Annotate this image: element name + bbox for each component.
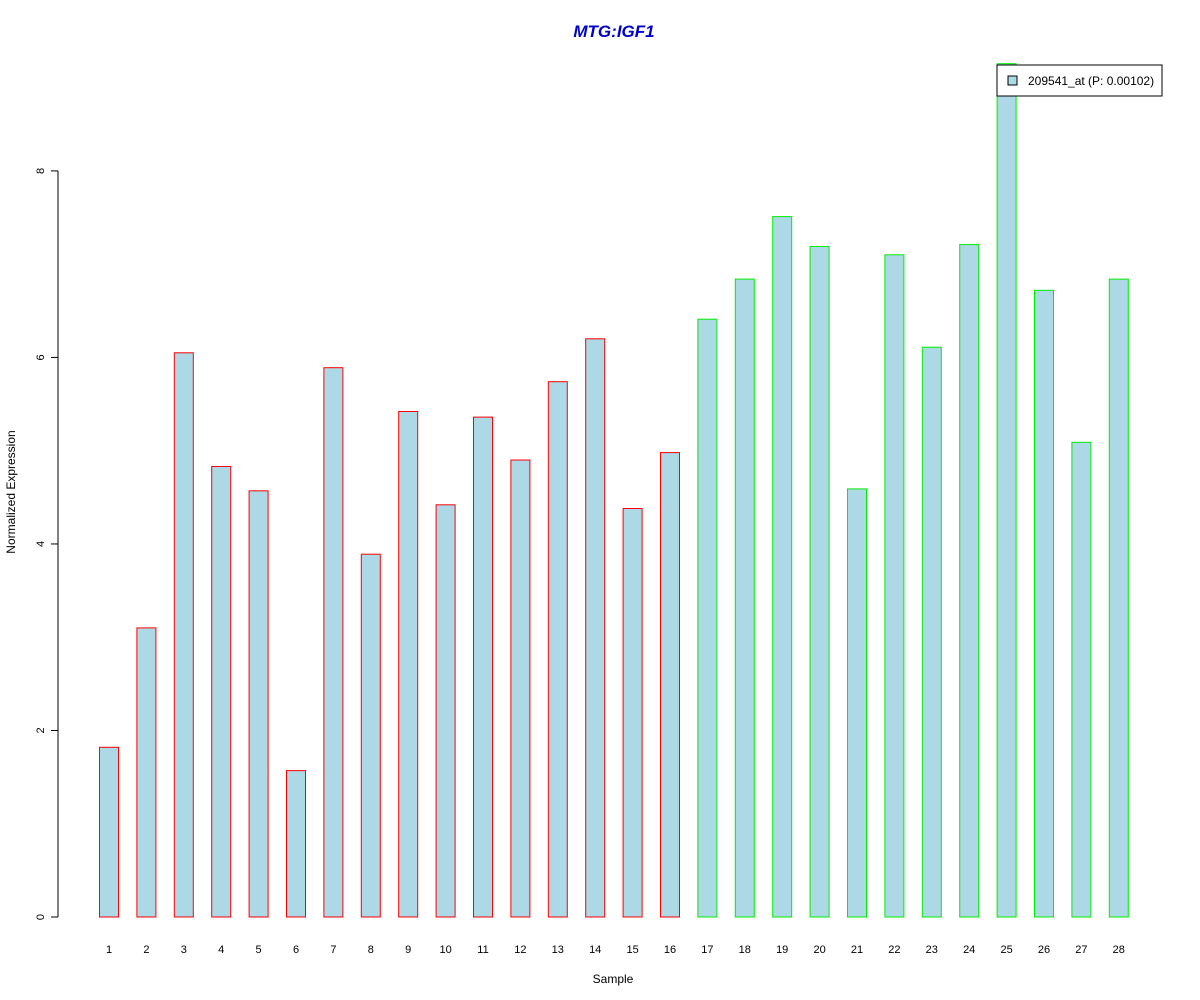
bar-sample-28 [1108,278,1129,918]
x-tick-label: 22 [888,944,900,956]
x-tick-label: 1 [106,944,112,956]
x-tick-label: 10 [439,944,451,956]
x-tick-label: 12 [514,944,526,956]
bar-sample-23 [921,346,942,918]
x-tick-label: 6 [293,944,299,956]
x-tick-label: 4 [218,944,224,956]
x-tick-label: 2 [143,944,149,956]
x-tick-label: 24 [963,944,975,956]
x-tick-label: 3 [181,944,187,956]
x-tick-label: 17 [701,944,713,956]
x-tick-label: 7 [330,944,336,956]
bar-sample-22 [884,254,905,918]
bar-sample-19 [772,216,793,918]
bars-group [99,63,1129,918]
chart-title: MTG:IGF1 [573,22,654,41]
legend-box [996,64,1163,97]
bar-sample-17 [697,318,718,918]
x-tick-label: 23 [926,944,938,956]
bar-sample-9 [398,411,419,918]
bar-sample-7 [323,367,344,918]
x-tick-label: 20 [813,944,825,956]
x-tick-label: 13 [552,944,564,956]
x-tick-labels: 1 2 3 4 5 6 7 8 9 10 11 12 13 14 15 16 17 18 19 20 21 22 23 24 2… [106,944,1125,956]
bar-sample-21 [847,488,867,918]
x-tick-label: 14 [589,944,601,956]
x-tick-label: 5 [256,944,262,956]
y-tick-label: 0 [35,914,47,920]
bar-sample-27 [1071,441,1092,918]
bar-sample-11 [473,416,493,918]
bar-sample-24 [959,244,980,918]
x-tick-label: 9 [405,944,411,956]
bar-sample-12 [510,459,531,918]
bar-sample-15 [622,508,643,918]
bar-sample-5 [248,490,269,918]
x-tick-label: 26 [1038,944,1050,956]
bar-sample-20 [809,246,830,918]
x-tick-label: 25 [1000,944,1012,956]
bar-sample-4 [211,466,232,918]
legend-swatch [1007,75,1018,86]
y-tick-label: 6 [35,354,47,360]
x-tick-label: 16 [664,944,676,956]
x-axis-label: Sample [593,972,634,986]
bar-sample-2 [136,627,157,918]
x-tick-label: 11 [477,944,488,956]
bar-sample-13 [547,381,568,918]
bar-sample-25 [996,63,1017,918]
y-tick-label: 8 [35,168,47,174]
y-tick-label: 4 [35,541,47,547]
bar-sample-6 [286,770,306,918]
legend-label: 209541_at (P: 0.00102) [1028,74,1154,88]
x-tick-label: 19 [776,944,788,956]
x-tick-label: 27 [1075,944,1087,956]
y-axis: 0 2 4 6 8 [35,168,59,920]
y-axis-label: Normalized Expression [4,430,18,553]
bar-sample-3 [173,352,194,918]
x-tick-label: 15 [626,944,638,956]
bar-sample-16 [660,452,680,918]
bar-sample-1 [99,746,119,918]
bar-sample-18 [734,278,755,918]
bar-sample-14 [585,338,606,918]
legend: 209541_at (P: 0.00102) [996,64,1163,97]
x-tick-label: 8 [368,944,374,956]
x-tick-label: 21 [851,944,863,956]
x-tick-label: 28 [1113,944,1125,956]
y-tick-label: 2 [35,727,47,733]
bar-sample-10 [435,504,456,918]
bar-sample-8 [360,553,381,918]
x-tick-label: 18 [739,944,751,956]
bar-sample-26 [1034,289,1054,918]
